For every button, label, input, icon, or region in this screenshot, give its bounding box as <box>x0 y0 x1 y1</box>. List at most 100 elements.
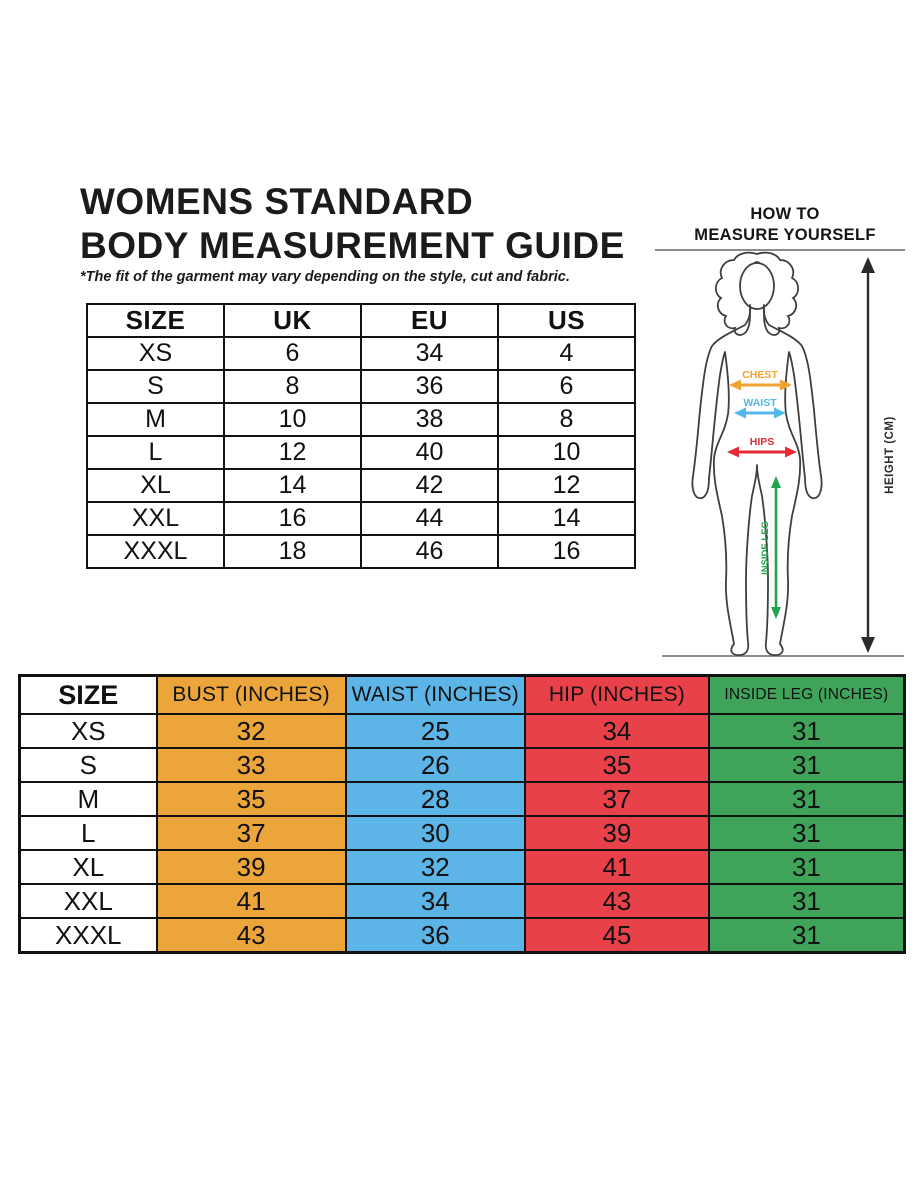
measurement-cell: 31 <box>707 883 906 919</box>
measurement-row-s: S 33 26 35 31 <box>18 747 906 783</box>
measurement-cell: 31 <box>707 849 906 885</box>
measurement-header-2: WAIST (INCHES) <box>344 674 527 715</box>
figure-body-outline <box>691 304 823 657</box>
conversion-cell: 12 <box>497 468 636 503</box>
conversion-cell: S <box>86 369 225 404</box>
conversion-cell: 34 <box>360 336 499 371</box>
conversion-row-xxl: XXL 16 44 14 <box>86 501 636 536</box>
conversion-cell: 16 <box>223 501 362 536</box>
measurement-cell: 34 <box>344 883 527 919</box>
measurement-cell: 28 <box>344 781 527 817</box>
measurement-cell: L <box>18 815 158 851</box>
page-title: WOMENS STANDARD BODY MEASUREMENT GUIDE <box>80 180 670 269</box>
measurement-cell: M <box>18 781 158 817</box>
measurement-cell: XS <box>18 713 158 749</box>
measurement-header-3: HIP (INCHES) <box>524 674 710 715</box>
measurement-row-m: M 35 28 37 31 <box>18 781 906 817</box>
conversion-cell: L <box>86 435 225 470</box>
measurement-cell: 43 <box>524 883 710 919</box>
chest-arrowhead-right <box>780 379 792 391</box>
conversion-cell: 40 <box>360 435 499 470</box>
conversion-cell: 6 <box>223 336 362 371</box>
measurement-cell: 25 <box>344 713 527 749</box>
fit-disclaimer: *The fit of the garment may vary dependi… <box>80 269 570 285</box>
conversion-cell: XXXL <box>86 534 225 569</box>
conversion-cell: 10 <box>497 435 636 470</box>
measurement-cell: 41 <box>155 883 347 919</box>
conversion-cell: 6 <box>497 369 636 404</box>
conversion-cell: 8 <box>497 402 636 437</box>
measurement-row-xxl: XXL 41 34 43 31 <box>18 883 906 919</box>
chest-arrowhead-left <box>729 379 741 391</box>
inside-leg-arrowhead-bottom <box>771 607 781 620</box>
conversion-header-us: US <box>497 303 636 338</box>
height-arrowhead-top <box>861 257 875 274</box>
height-label: HEIGHT (CM) <box>884 416 896 494</box>
body-measurement-table: SIZE BUST (INCHES) WAIST (INCHES) HIP (INCH… <box>18 674 906 954</box>
measurement-header-1: BUST (INCHES) <box>155 674 347 715</box>
conversion-row-xs: XS 6 34 4 <box>86 336 636 371</box>
conversion-cell: 16 <box>497 534 636 569</box>
conversion-cell: 14 <box>223 468 362 503</box>
measurement-cell: 31 <box>707 917 906 954</box>
measurement-header-0: SIZE <box>18 674 158 715</box>
conversion-header-size: SIZE <box>86 303 225 338</box>
conversion-cell: 46 <box>360 534 499 569</box>
measurement-cell: 39 <box>155 849 347 885</box>
body-measurement-figure: CHEST WAIST HIPS INSIDE LEG HEIGHT (CM) <box>655 249 905 658</box>
measurement-cell: 33 <box>155 747 347 783</box>
measurement-cell: 31 <box>707 713 906 749</box>
conversion-row-m: M 10 38 8 <box>86 402 636 437</box>
hips-label: HIPS <box>750 436 775 448</box>
measure-diagram-title: HOW TO MEASURE YOURSELF <box>652 204 918 245</box>
measurement-table-head-row: SIZE BUST (INCHES) WAIST (INCHES) HIP (INCH… <box>18 674 906 715</box>
measurement-table-body: XS 32 25 34 31 S 33 26 35 31 M 35 28 37 31 L 37 30 39 31 XL 3… <box>18 713 906 954</box>
measurement-cell: 37 <box>155 815 347 851</box>
measurement-cell: 35 <box>155 781 347 817</box>
measurement-cell: 32 <box>155 713 347 749</box>
measurement-cell: 41 <box>524 849 710 885</box>
conversion-cell: XS <box>86 336 225 371</box>
measurement-cell: 30 <box>344 815 527 851</box>
size-conversion-table: SIZE UK EU US XS 6 34 4 S 8 36 6 M 10 38 8 L 12 40 10 XL 14 4… <box>86 303 636 569</box>
conversion-cell: 12 <box>223 435 362 470</box>
conversion-cell: 10 <box>223 402 362 437</box>
conversion-row-l: L 12 40 10 <box>86 435 636 470</box>
inside-leg-label: INSIDE LEG <box>760 521 771 575</box>
conversion-cell: 42 <box>360 468 499 503</box>
measurement-cell: XL <box>18 849 158 885</box>
measurement-row-xxxl: XXXL 43 36 45 31 <box>18 917 906 954</box>
page-title-line1: WOMENS STANDARD <box>80 181 474 222</box>
conversion-cell: 4 <box>497 336 636 371</box>
conversion-row-xxxl: XXXL 18 46 16 <box>86 534 636 569</box>
measurement-cell: 36 <box>344 917 527 954</box>
measure-diagram: HOW TO MEASURE YOURSELF CHEST WAIST <box>652 204 918 666</box>
measurement-cell: S <box>18 747 158 783</box>
measurement-cell: 31 <box>707 781 906 817</box>
measurement-cell: XXL <box>18 883 158 919</box>
page-title-line2: BODY MEASUREMENT GUIDE <box>80 225 625 267</box>
measure-title-line1: HOW TO <box>750 205 820 223</box>
measurement-cell: 32 <box>344 849 527 885</box>
measure-title-line2: MEASURE YOURSELF <box>694 225 876 244</box>
chest-label: CHEST <box>742 369 778 381</box>
height-arrowhead-bottom <box>861 637 875 654</box>
conversion-cell: XXL <box>86 501 225 536</box>
measurement-cell: 43 <box>155 917 347 954</box>
measurement-cell: 37 <box>524 781 710 817</box>
conversion-cell: 44 <box>360 501 499 536</box>
measurement-cell: 34 <box>524 713 710 749</box>
figure-face <box>739 262 775 311</box>
conversion-header-eu: EU <box>360 303 499 338</box>
hips-arrowhead-left <box>727 446 739 458</box>
figure-hair <box>714 252 800 337</box>
waist-arrowhead-left <box>734 407 746 419</box>
measurement-cell: 31 <box>707 747 906 783</box>
conversion-cell: 8 <box>223 369 362 404</box>
measurement-cell: XXXL <box>18 917 158 954</box>
hips-arrowhead-right <box>785 446 797 458</box>
measurement-cell: 45 <box>524 917 710 954</box>
conversion-cell: 14 <box>497 501 636 536</box>
conversion-row-xl: XL 14 42 12 <box>86 468 636 503</box>
